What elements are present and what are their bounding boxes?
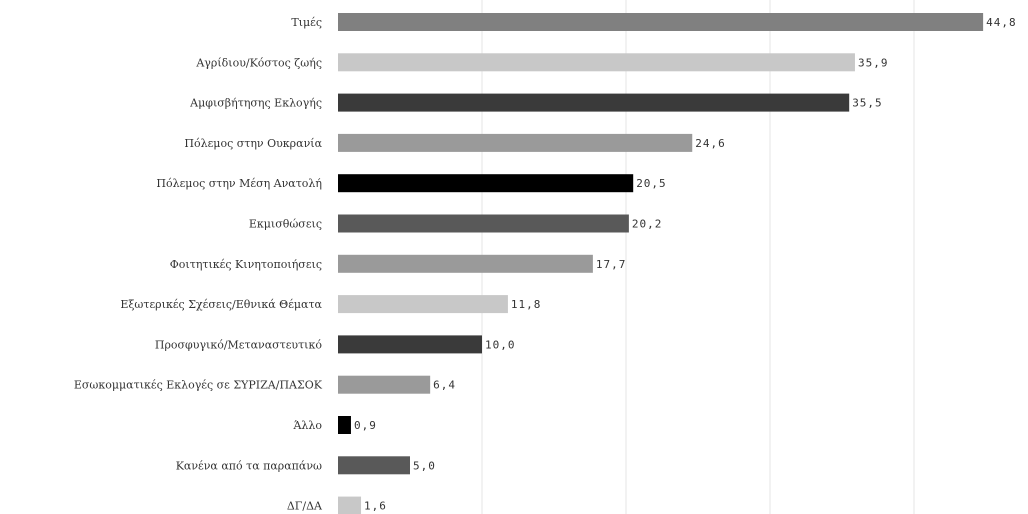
category-label: Αγρίδιου/Κόστος ζωής bbox=[195, 56, 322, 69]
bar bbox=[338, 13, 984, 31]
category-label: Πόλεμος στην Μέση Ανατολή bbox=[156, 177, 322, 190]
value-label: 20,2 bbox=[632, 218, 663, 231]
bar bbox=[338, 375, 431, 394]
value-label: 0,9 bbox=[354, 419, 377, 432]
bar bbox=[338, 93, 850, 112]
bar-row: ΔΓ/ΔΑ 1,6 bbox=[287, 496, 387, 514]
value-label: 5,0 bbox=[413, 459, 436, 472]
bar-row: Εκμισθώσεις 20,2 bbox=[249, 214, 663, 233]
bar-row: Αμφισβήτησης Εκλογής 35,5 bbox=[189, 93, 883, 112]
value-label: 24,6 bbox=[695, 137, 726, 150]
value-label: 10,0 bbox=[485, 338, 516, 351]
bar bbox=[338, 295, 508, 314]
bar bbox=[338, 416, 351, 434]
bar-row: Φοιτητικές Κινητοποιήσεις 17,7 bbox=[170, 254, 627, 273]
value-label: 11,8 bbox=[511, 298, 542, 311]
bar-row: Τιμές 44,8 bbox=[291, 13, 1016, 31]
category-label: Εξωτερικές Σχέσεις/Εθνικά Θέματα bbox=[120, 298, 322, 311]
category-label: Προσφυγικό/Μεταναστευτικό bbox=[155, 338, 323, 351]
value-label: 6,4 bbox=[433, 379, 456, 392]
category-label: Άλλο bbox=[292, 419, 322, 432]
category-label: Αμφισβήτησης Εκλογής bbox=[189, 97, 322, 110]
category-label: Κανένα από τα παραπάνω bbox=[176, 459, 322, 472]
category-label: Εκμισθώσεις bbox=[249, 218, 322, 231]
category-label: Εσωκομματικές Εκλογές σε ΣΥΡΙΖΑ/ΠΑΣΟΚ bbox=[74, 379, 323, 392]
bar-row: Κανένα από τα παραπάνω 5,0 bbox=[176, 456, 436, 475]
bar bbox=[338, 456, 410, 475]
bar bbox=[338, 496, 362, 514]
bar-row: Αγρίδιου/Κόστος ζωής 35,9 bbox=[195, 53, 889, 72]
value-label: 1,6 bbox=[364, 500, 387, 513]
bar-row: Εξωτερικές Σχέσεις/Εθνικά Θέματα 11,8 bbox=[120, 295, 542, 314]
bar bbox=[338, 254, 593, 273]
bar bbox=[338, 335, 482, 354]
bar-row: Εσωκομματικές Εκλογές σε ΣΥΡΙΖΑ/ΠΑΣΟΚ 6,4 bbox=[74, 375, 456, 394]
bar-row: Προσφυγικό/Μεταναστευτικό 10,0 bbox=[155, 335, 516, 354]
value-label: 35,5 bbox=[852, 97, 883, 110]
value-label: 35,9 bbox=[858, 56, 889, 69]
bar bbox=[338, 214, 629, 233]
bar-row: Άλλο 0,9 bbox=[292, 416, 376, 434]
bar bbox=[338, 53, 855, 72]
bar bbox=[338, 133, 693, 152]
bar-row: Πόλεμος στην Μέση Ανατολή 20,5 bbox=[156, 174, 667, 193]
value-label: 17,7 bbox=[596, 258, 627, 271]
category-label: Τιμές bbox=[291, 16, 322, 29]
bar-row: Πόλεμος στην Ουκρανία 24,6 bbox=[184, 133, 726, 152]
value-label: 20,5 bbox=[636, 177, 667, 190]
value-label: 44,8 bbox=[986, 16, 1017, 29]
category-label: Φοιτητικές Κινητοποιήσεις bbox=[170, 258, 322, 271]
bar bbox=[338, 174, 634, 193]
category-label: ΔΓ/ΔΑ bbox=[287, 500, 323, 513]
category-label: Πόλεμος στην Ουκρανία bbox=[184, 137, 322, 150]
